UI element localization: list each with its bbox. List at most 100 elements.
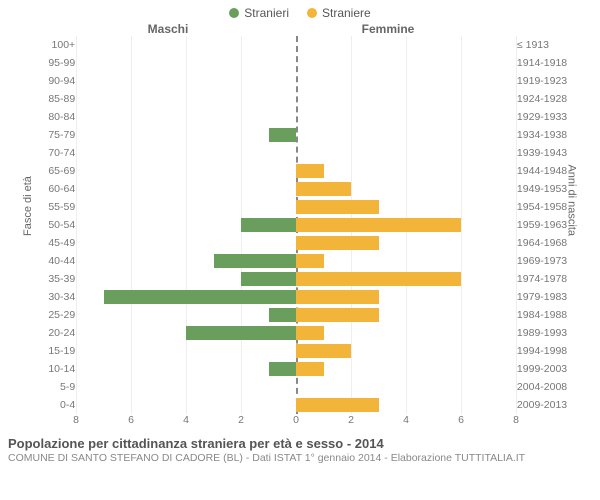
x-tick: 6 xyxy=(458,414,464,426)
pyramid-row: 70-74 1939-1943 xyxy=(18,144,582,162)
age-label: 50-54 xyxy=(18,219,79,231)
age-label: 40-44 xyxy=(18,255,79,267)
x-tick: 8 xyxy=(513,414,519,426)
pyramid-row: 90-94 1919-1923 xyxy=(18,72,582,90)
age-label: 5-9 xyxy=(18,381,79,393)
bar-female xyxy=(296,290,379,304)
bar-female xyxy=(296,254,324,268)
bar-female xyxy=(296,362,324,376)
pyramid-row: 40-44 1969-1973 xyxy=(18,252,582,270)
birth-year-label: 2004-2008 xyxy=(513,381,582,393)
birth-year-label: 1924-1928 xyxy=(513,93,582,105)
pyramid-row: 65-691944-1948 xyxy=(18,162,582,180)
age-label: 75-79 xyxy=(18,129,79,141)
bar-male xyxy=(241,272,296,286)
bar-female xyxy=(296,344,351,358)
age-label: 80-84 xyxy=(18,111,79,123)
caption-subtitle: COMUNE DI SANTO STEFANO DI CADORE (BL) -… xyxy=(8,452,592,464)
caption-title: Popolazione per cittadinanza straniera p… xyxy=(8,436,592,451)
birth-year-label: 1994-1998 xyxy=(513,345,582,357)
bar-male xyxy=(104,290,297,304)
bar-male xyxy=(269,128,297,142)
x-tick: 2 xyxy=(238,414,244,426)
birth-year-label: ≤ 1913 xyxy=(513,39,582,51)
legend-female-label: Straniere xyxy=(322,6,371,20)
pyramid-row: 80-84 1929-1933 xyxy=(18,108,582,126)
bar-male xyxy=(269,308,297,322)
bar-male xyxy=(214,254,297,268)
birth-year-label: 1989-1993 xyxy=(513,327,582,339)
bar-female xyxy=(296,308,379,322)
pyramid-row: 95-99 1914-1918 xyxy=(18,54,582,72)
header-femmine: Femmine xyxy=(278,22,498,36)
x-tick: 8 xyxy=(73,414,79,426)
pyramid-row: 100+ ≤ 1913 xyxy=(18,36,582,54)
female-swatch xyxy=(307,8,317,18)
pyramid-row: 10-14 1999-2003 xyxy=(18,360,582,378)
age-label: 95-99 xyxy=(18,57,79,69)
birth-year-label: 1954-1958 xyxy=(513,201,582,213)
birth-year-label: 1939-1943 xyxy=(513,147,582,159)
pyramid-row: 50-54 1959-1963 xyxy=(18,216,582,234)
birth-year-label: 1974-1978 xyxy=(513,273,582,285)
pyramid-row: 85-89 1924-1928 xyxy=(18,90,582,108)
age-label: 35-39 xyxy=(18,273,79,285)
pyramid-row: 0-4 2009-2013 xyxy=(18,396,582,414)
pyramid-row: 5-9 2004-2008 xyxy=(18,378,582,396)
bar-female xyxy=(296,218,461,232)
x-axis: 8 6 4 2 0 2 4 6 8 xyxy=(18,414,582,430)
male-swatch xyxy=(229,8,239,18)
age-label: 30-34 xyxy=(18,291,79,303)
pyramid-row: 60-64 1949-1953 xyxy=(18,180,582,198)
birth-year-label: 1944-1948 xyxy=(513,165,582,177)
x-tick: 6 xyxy=(128,414,134,426)
bar-female xyxy=(296,164,324,178)
birth-year-label: 1984-1988 xyxy=(513,309,582,321)
bar-female xyxy=(296,272,461,286)
x-tick: 0 xyxy=(293,414,299,426)
age-label: 70-74 xyxy=(18,147,79,159)
age-label: 0-4 xyxy=(18,399,79,411)
age-label: 85-89 xyxy=(18,93,79,105)
pyramid-row: 75-791934-1938 xyxy=(18,126,582,144)
age-label: 10-14 xyxy=(18,363,79,375)
x-tick: 4 xyxy=(403,414,409,426)
birth-year-label: 1959-1963 xyxy=(513,219,582,231)
header-maschi: Maschi xyxy=(58,22,278,36)
pyramid-row: 20-24 1989-1993 xyxy=(18,324,582,342)
x-tick: 2 xyxy=(348,414,354,426)
age-label: 25-29 xyxy=(18,309,79,321)
age-label: 100+ xyxy=(18,39,79,51)
pyramid-row: 35-39 1974-1978 xyxy=(18,270,582,288)
birth-year-label: 1964-1968 xyxy=(513,237,582,249)
age-label: 90-94 xyxy=(18,75,79,87)
legend: Stranieri Straniere xyxy=(0,0,600,20)
pyramid-row: 30-341979-1983 xyxy=(18,288,582,306)
age-label: 45-49 xyxy=(18,237,79,249)
legend-female: Straniere xyxy=(307,6,371,20)
pyramid-row: 25-29 1984-1988 xyxy=(18,306,582,324)
pyramid-row: 55-591954-1958 xyxy=(18,198,582,216)
birth-year-label: 1949-1953 xyxy=(513,183,582,195)
x-tick: 4 xyxy=(183,414,189,426)
birth-year-label: 1929-1933 xyxy=(513,111,582,123)
column-headers: Maschi Femmine xyxy=(0,22,600,36)
age-label: 60-64 xyxy=(18,183,79,195)
bar-male xyxy=(269,362,297,376)
bar-male xyxy=(186,326,296,340)
birth-year-label: 1914-1918 xyxy=(513,57,582,69)
pyramid-row: 45-49 1964-1968 xyxy=(18,234,582,252)
bar-female xyxy=(296,236,379,250)
age-label: 20-24 xyxy=(18,327,79,339)
bar-female xyxy=(296,200,379,214)
birth-year-label: 1999-2003 xyxy=(513,363,582,375)
birth-year-label: 1969-1973 xyxy=(513,255,582,267)
birth-year-label: 2009-2013 xyxy=(513,399,582,411)
legend-male: Stranieri xyxy=(229,6,289,20)
birth-year-label: 1919-1923 xyxy=(513,75,582,87)
bar-female xyxy=(296,182,351,196)
bar-female xyxy=(296,326,324,340)
age-label: 15-19 xyxy=(18,345,79,357)
bar-male xyxy=(241,218,296,232)
pyramid-chart: Fasce di età Anni di nascita 100+≤ 19139… xyxy=(18,36,582,430)
